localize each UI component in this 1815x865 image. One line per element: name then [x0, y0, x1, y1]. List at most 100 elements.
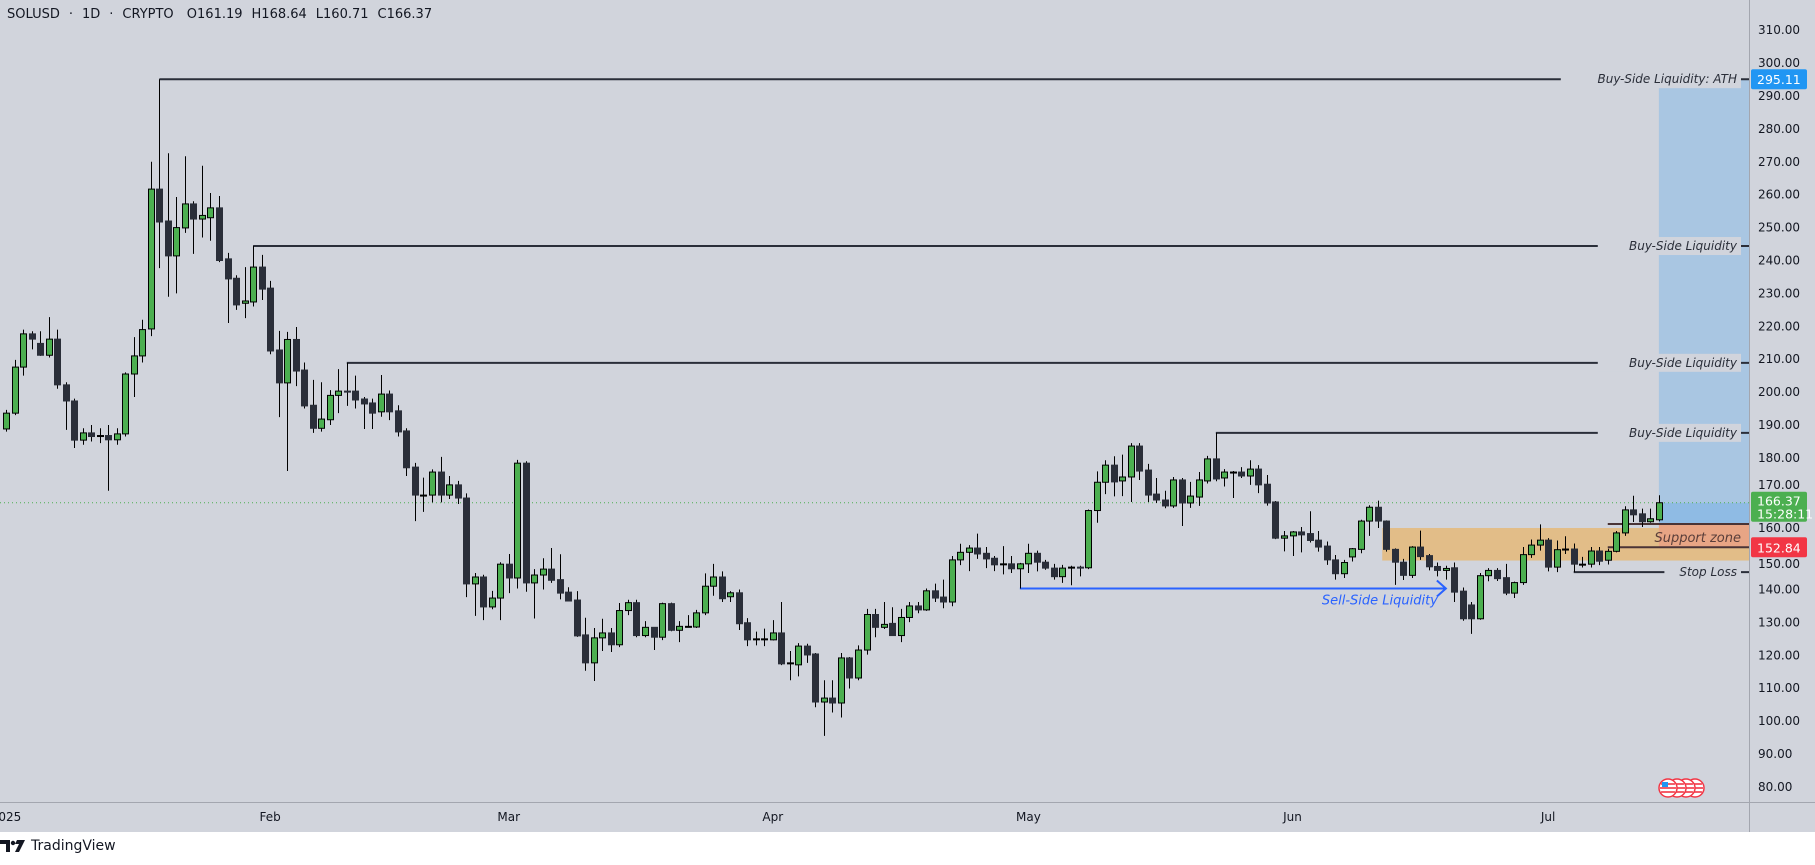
candle[interactable] — [207, 193, 214, 241]
candle[interactable] — [506, 553, 513, 594]
candle[interactable] — [787, 651, 794, 681]
candle[interactable] — [974, 533, 981, 559]
candle[interactable] — [812, 652, 819, 708]
candle[interactable] — [1468, 602, 1475, 634]
candle[interactable] — [156, 79, 163, 269]
candle[interactable] — [1477, 573, 1484, 620]
candle[interactable] — [293, 326, 300, 387]
candle[interactable] — [1307, 511, 1314, 543]
candle[interactable] — [63, 382, 70, 430]
candle[interactable] — [182, 156, 189, 233]
candle[interactable] — [1153, 477, 1160, 503]
candle[interactable] — [1656, 495, 1663, 522]
candle[interactable] — [1520, 547, 1527, 585]
candle[interactable] — [46, 317, 53, 358]
candle[interactable] — [693, 609, 700, 628]
candle[interactable] — [1460, 587, 1467, 621]
candle[interactable] — [395, 405, 402, 437]
candle[interactable] — [1630, 495, 1637, 523]
candle[interactable] — [1503, 563, 1510, 596]
candle[interactable] — [199, 165, 206, 238]
candle[interactable] — [242, 267, 249, 319]
candle[interactable] — [1613, 530, 1620, 553]
candle[interactable] — [1204, 455, 1211, 484]
candle[interactable] — [540, 558, 547, 590]
candle[interactable] — [744, 618, 751, 647]
candle[interactable] — [1537, 524, 1544, 551]
candle[interactable] — [651, 626, 658, 651]
candle[interactable] — [719, 571, 726, 603]
candle[interactable] — [991, 555, 998, 572]
candle[interactable] — [1077, 565, 1084, 577]
candle[interactable] — [633, 599, 640, 638]
candle[interactable] — [949, 555, 956, 607]
candle[interactable] — [1358, 519, 1365, 554]
candle[interactable] — [1162, 490, 1169, 509]
candle[interactable] — [1494, 568, 1501, 581]
candle[interactable] — [1290, 530, 1297, 556]
candle[interactable] — [1136, 443, 1143, 480]
candle[interactable] — [472, 573, 479, 616]
candle[interactable] — [446, 475, 453, 500]
candle[interactable] — [1434, 562, 1441, 577]
candle[interactable] — [1213, 432, 1220, 482]
candle[interactable] — [770, 620, 777, 641]
candle[interactable] — [480, 574, 487, 621]
candle[interactable] — [548, 548, 555, 583]
candle[interactable] — [1485, 568, 1492, 582]
candle[interactable] — [12, 359, 19, 416]
candle[interactable] — [1170, 476, 1177, 508]
candle[interactable] — [625, 599, 632, 616]
candle[interactable] — [1298, 526, 1305, 553]
candle[interactable] — [1400, 558, 1407, 580]
candle[interactable] — [429, 469, 436, 503]
candle[interactable] — [139, 319, 146, 363]
candle[interactable] — [753, 631, 760, 646]
candle[interactable] — [1051, 563, 1058, 580]
candle[interactable] — [1196, 472, 1203, 506]
candle[interactable] — [557, 554, 564, 600]
candle[interactable] — [864, 608, 871, 655]
candle[interactable] — [608, 627, 615, 653]
candle[interactable] — [668, 602, 675, 632]
candle[interactable] — [855, 645, 862, 681]
candle[interactable] — [1426, 553, 1433, 571]
candle[interactable] — [1017, 562, 1024, 589]
candle[interactable] — [301, 362, 308, 409]
candle[interactable] — [105, 425, 112, 491]
candle[interactable] — [1247, 460, 1254, 485]
candle[interactable] — [966, 545, 973, 572]
candle[interactable] — [403, 428, 410, 476]
candle[interactable] — [1451, 562, 1458, 603]
candle[interactable] — [225, 252, 232, 324]
candle[interactable] — [1341, 559, 1348, 578]
candle[interactable] — [148, 161, 155, 337]
candle[interactable] — [1085, 509, 1092, 570]
candle[interactable] — [599, 618, 606, 652]
candle[interactable] — [1111, 456, 1118, 497]
candle[interactable] — [489, 590, 496, 610]
candle[interactable] — [702, 573, 709, 616]
candle[interactable] — [1094, 471, 1101, 523]
candle[interactable] — [1417, 530, 1424, 560]
candle[interactable] — [685, 615, 692, 628]
candle[interactable] — [898, 608, 905, 643]
candle[interactable] — [778, 602, 785, 666]
candle[interactable] — [335, 369, 342, 414]
candle[interactable] — [804, 643, 811, 663]
candle[interactable] — [1605, 548, 1612, 565]
candle[interactable] — [29, 331, 36, 350]
candle[interactable] — [233, 275, 240, 310]
candle[interactable] — [455, 480, 462, 504]
candle[interactable] — [1511, 581, 1518, 599]
candle[interactable] — [846, 656, 853, 689]
candle[interactable] — [1281, 530, 1288, 552]
candle[interactable] — [1375, 500, 1382, 528]
candle[interactable] — [582, 617, 589, 671]
candle[interactable] — [165, 153, 172, 297]
candle[interactable] — [1579, 556, 1586, 568]
candle[interactable] — [940, 579, 947, 609]
candle[interactable] — [710, 563, 717, 596]
tradingview-brand[interactable]: TradingView — [0, 838, 116, 854]
candle[interactable] — [881, 602, 888, 629]
